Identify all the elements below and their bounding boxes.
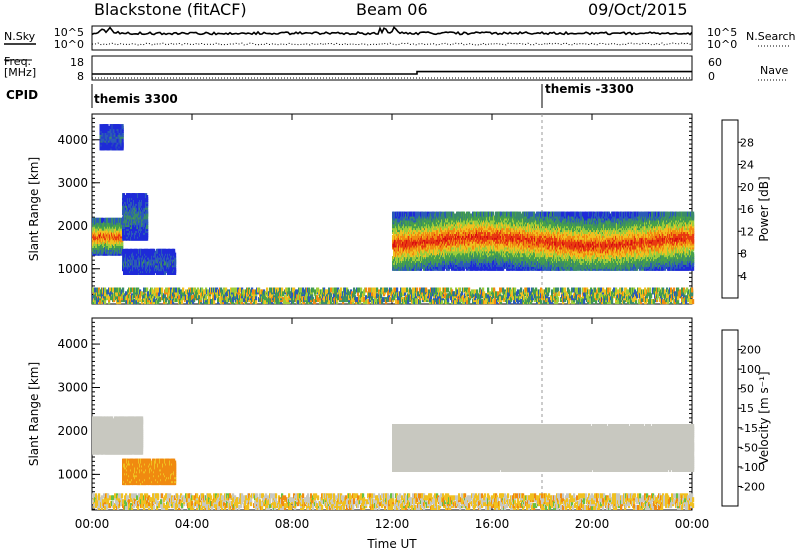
power-ytick-label: 1000: [57, 262, 88, 276]
radar-summary-plot: 10^510^010^510^01886001000200030004000Sl…: [0, 0, 800, 554]
velocity-panel-frame: [92, 318, 692, 510]
power-ylabel: Slant Range [km]: [27, 157, 41, 261]
velocity-ytick-label: 4000: [57, 337, 88, 351]
freq-panel-frame: [92, 56, 692, 80]
velocity-ytick-label: 2000: [57, 424, 88, 438]
power-echo-cell: [122, 124, 124, 129]
power-ytick-label: 3000: [57, 176, 88, 190]
freq-line: [92, 72, 692, 74]
power-echo-cell: [146, 195, 148, 200]
nave-tick-low: 0: [708, 70, 715, 83]
power-ytick-label: 4000: [57, 133, 88, 147]
velocity-ylabel: Slant Range [km]: [27, 362, 41, 466]
nsky-line: [92, 27, 692, 34]
freq-tick-high: 18: [70, 56, 84, 69]
velocity-ytick-label: 1000: [57, 467, 88, 481]
velocity-ytick-label: 3000: [57, 381, 88, 395]
power-ytick-label: 2000: [57, 219, 88, 233]
sky-panel-frame: [92, 26, 692, 50]
power-panel-frame: [92, 114, 692, 304]
power-echo-cell: [174, 253, 176, 258]
nave-tick-high: 60: [708, 56, 722, 69]
freq-tick-low: 8: [77, 70, 84, 83]
sky-right-tick-low: 10^0: [707, 38, 737, 51]
sky-left-tick-low: 10^0: [54, 38, 84, 51]
nsearch-line: [92, 43, 692, 45]
